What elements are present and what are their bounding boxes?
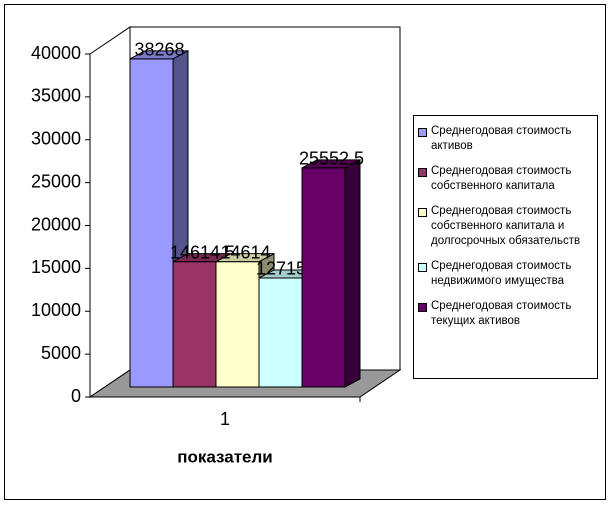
legend-item: Среднегодовая стоимость собственного кап…: [418, 164, 595, 194]
legend-label: Среднегодовая стоимость активов: [431, 125, 572, 152]
bar-side: [344, 159, 361, 388]
legend-item: Среднегодовая стоимость недвижимого имущ…: [418, 259, 595, 289]
legend-swatch: [418, 168, 427, 177]
y-tick-label: 40000: [31, 43, 81, 63]
bar-front: [172, 261, 217, 388]
y-tick-label: 5000: [41, 343, 81, 363]
data-label: 14614: [220, 242, 270, 262]
bar-front: [129, 58, 174, 388]
y-tick-label: 15000: [31, 257, 81, 277]
bar-front: [215, 261, 260, 388]
bar: [129, 50, 189, 388]
bar-front: [258, 277, 303, 388]
bar-top: [129, 50, 189, 60]
back-wall: [89, 26, 131, 398]
y-tick-label: 25000: [31, 171, 81, 191]
legend-item: Среднегодовая стоимость текущих активов: [418, 299, 595, 329]
bar-top: [301, 159, 361, 169]
legend-label: Среднегодовая стоимость собственного кап…: [431, 165, 572, 192]
legend-label: Среднегодовая стоимость собственного кап…: [431, 205, 581, 247]
legend-item: Среднегодовая стоимость собственного кап…: [418, 204, 595, 249]
legend-swatch: [418, 208, 427, 217]
legend: Среднегодовая стоимость активов Среднегод…: [413, 115, 598, 379]
data-label: 25552.5: [299, 149, 364, 169]
legend-swatch: [418, 128, 427, 137]
legend-label: Среднегодовая стоимость недвижимого имущ…: [431, 260, 572, 287]
legend-item: Среднегодовая стоимость активов: [418, 124, 595, 154]
y-tick-label: 10000: [31, 300, 81, 320]
legend-swatch: [418, 303, 427, 312]
y-tick-label: 0: [71, 386, 81, 406]
x-axis-label: показатели: [177, 447, 273, 466]
chart-border: [4, 4, 606, 500]
y-tick-label: 20000: [31, 214, 81, 234]
x-tick-label: 1: [220, 409, 230, 429]
bar-front: [301, 167, 346, 388]
legend-swatch: [418, 263, 427, 272]
bar: [301, 159, 361, 388]
bar-top: [215, 253, 275, 263]
legend-label: Среднегодовая стоимость текущих активов: [431, 300, 572, 327]
y-tick-label: 30000: [31, 129, 81, 149]
data-label: 14614.5: [170, 242, 235, 262]
data-label: 38268: [134, 40, 184, 60]
y-tick-label: 35000: [31, 86, 81, 106]
